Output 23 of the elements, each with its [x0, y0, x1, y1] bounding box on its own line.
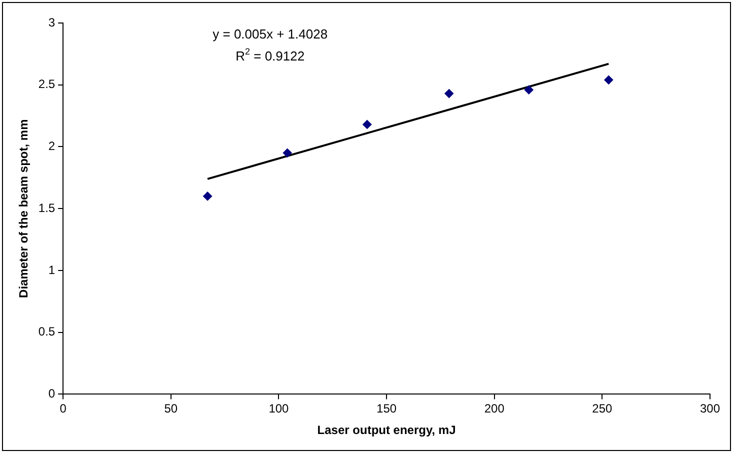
y-tick-label: 2: [48, 139, 56, 154]
point: [282, 148, 292, 158]
annotation: y = 0.005x + 1.4028: [212, 26, 328, 42]
point: [524, 85, 534, 94]
point: [362, 120, 372, 129]
x-tick-label: 150: [376, 402, 397, 416]
y-tick-label: 2.5: [38, 77, 56, 92]
y-tick-label: 1.5: [38, 200, 56, 215]
x-tick-label: 0: [60, 402, 67, 416]
y-tick-label: 0: [48, 386, 56, 401]
point: [444, 89, 454, 98]
y-axis-title: Diameter of the beam spot, mm: [16, 119, 31, 298]
point: [203, 192, 212, 201]
y-tick-label: 1: [48, 262, 56, 277]
y-tick-label: 3: [48, 15, 56, 30]
point: [604, 75, 614, 84]
x-tick-label: 100: [268, 402, 290, 416]
x-tick-label: 300: [700, 402, 720, 416]
x-tick-label: 50: [164, 402, 178, 416]
y-tick-label: 0.5: [38, 324, 56, 339]
x-tick-label: 200: [484, 402, 505, 416]
x-tick-label: 250: [592, 402, 613, 416]
x-axis-title: Laser output energy, mJ: [317, 423, 456, 438]
